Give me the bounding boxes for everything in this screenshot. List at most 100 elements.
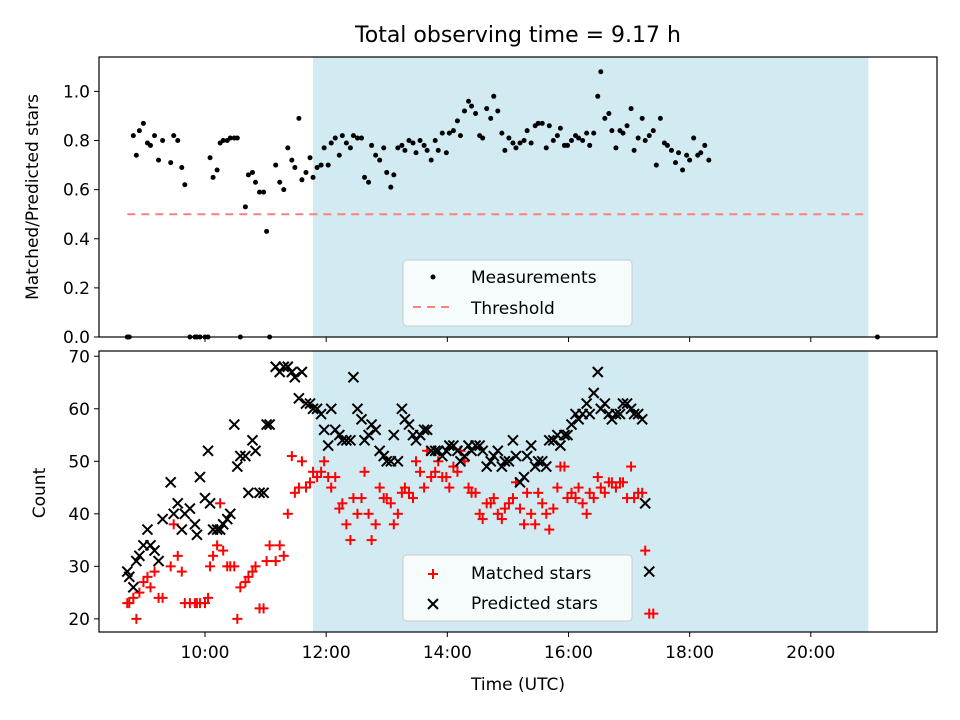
- measurement-point: [168, 160, 174, 166]
- measurement-point: [653, 162, 659, 168]
- predicted-star-point: [561, 429, 574, 441]
- measurement-point: [524, 128, 530, 134]
- predicted-star-point: [194, 471, 206, 483]
- legend-predicted-label: Predicted stars: [471, 594, 598, 614]
- predicted-star-point: [293, 392, 305, 404]
- measurement-point: [214, 167, 220, 173]
- measurement-point: [395, 145, 401, 151]
- matched-star-point: [441, 472, 452, 483]
- matched-star-point: [203, 592, 214, 603]
- measurement-point: [535, 120, 541, 126]
- measurement-point: [668, 147, 674, 153]
- measurement-point: [624, 123, 630, 129]
- predicted-star-point: [152, 555, 165, 567]
- predicted-star-point: [123, 571, 135, 583]
- measurement-point: [473, 110, 479, 116]
- predicted-star-point: [392, 455, 404, 468]
- predicted-star-point: [315, 408, 327, 420]
- predicted-star-point: [239, 450, 252, 462]
- predicted-star-point: [202, 445, 214, 457]
- predicted-star-point: [599, 397, 611, 410]
- matched-star-point: [637, 487, 648, 498]
- matched-star-point: [503, 498, 514, 509]
- matched-star-point: [419, 482, 430, 493]
- bottom-ytick-label: 20: [68, 610, 90, 630]
- predicted-star-point: [543, 434, 556, 446]
- measurement-point: [249, 169, 255, 175]
- matched-star-point: [530, 519, 541, 530]
- predicted-star-point: [286, 366, 298, 378]
- predicted-star-point: [168, 508, 180, 520]
- xtick-label: 14:00: [423, 643, 472, 663]
- predicted-star-point: [378, 450, 390, 462]
- matched-stars-points: [122, 445, 659, 624]
- predicted-star-point: [249, 445, 262, 457]
- predicted-star-point: [307, 403, 319, 415]
- measurement-point: [318, 162, 324, 168]
- measurement-point: [402, 147, 408, 153]
- top-ytick-label: 0.6: [63, 181, 90, 201]
- measurement-point: [277, 179, 283, 185]
- measurement-point: [296, 115, 302, 121]
- measurement-point: [664, 142, 670, 148]
- matched-star-point: [448, 461, 459, 472]
- predicted-star-point: [242, 487, 255, 499]
- measurement-point: [220, 138, 226, 144]
- measurement-point: [130, 133, 136, 139]
- measurement-point: [417, 138, 423, 144]
- legend-matched-marker: [428, 569, 438, 579]
- measurement-point: [325, 162, 331, 168]
- matched-star-point: [345, 535, 356, 546]
- measurement-point: [554, 133, 560, 139]
- predicted-star-point: [172, 497, 184, 510]
- matched-star-point: [264, 540, 275, 551]
- matched-star-point: [356, 493, 367, 504]
- measurement-point: [328, 140, 334, 146]
- measurement-point: [299, 177, 305, 183]
- matched-star-point: [200, 598, 211, 609]
- measurement-point: [234, 135, 240, 141]
- matched-star-point: [595, 482, 606, 493]
- predicted-star-point: [257, 487, 270, 499]
- predicted-star-point: [565, 418, 578, 431]
- measurement-point: [343, 140, 349, 146]
- measurement-point: [450, 128, 456, 134]
- predicted-star-point: [554, 439, 567, 452]
- measurement-point: [635, 135, 641, 141]
- measurement-point: [546, 123, 552, 129]
- measurement-point: [506, 135, 512, 141]
- measurement-point: [564, 142, 570, 148]
- predicted-star-point: [344, 434, 357, 446]
- measurement-point: [620, 130, 626, 136]
- predicted-star-point: [418, 424, 430, 436]
- measurement-point: [261, 189, 267, 195]
- measurement-point: [591, 130, 597, 136]
- matched-star-point: [149, 566, 160, 577]
- bottom-y-axis-label: Count: [30, 467, 50, 518]
- predicted-star-point: [496, 460, 508, 473]
- matched-star-point: [570, 493, 581, 504]
- measurement-point: [227, 135, 233, 141]
- matched-star-point: [463, 482, 474, 493]
- measurement-point: [602, 115, 608, 121]
- matched-star-point: [519, 519, 530, 530]
- measurement-point: [457, 133, 463, 139]
- matched-star-point: [496, 514, 507, 525]
- measurement-point: [502, 147, 508, 153]
- matched-star-point: [584, 487, 595, 498]
- measurement-point: [432, 138, 438, 144]
- matched-star-point: [526, 508, 537, 519]
- matched-star-point: [319, 456, 330, 467]
- measurement-point: [339, 133, 345, 139]
- matched-star-point: [134, 587, 145, 598]
- xtick-label: 18:00: [665, 643, 714, 663]
- matched-star-point: [218, 545, 229, 556]
- measurement-point: [332, 135, 338, 141]
- measurement-point: [359, 135, 365, 141]
- measurement-point: [613, 145, 619, 151]
- predicted-star-point: [588, 387, 600, 399]
- matched-star-point: [205, 561, 216, 572]
- predicted-star-point: [141, 523, 154, 536]
- matched-star-point: [312, 472, 323, 483]
